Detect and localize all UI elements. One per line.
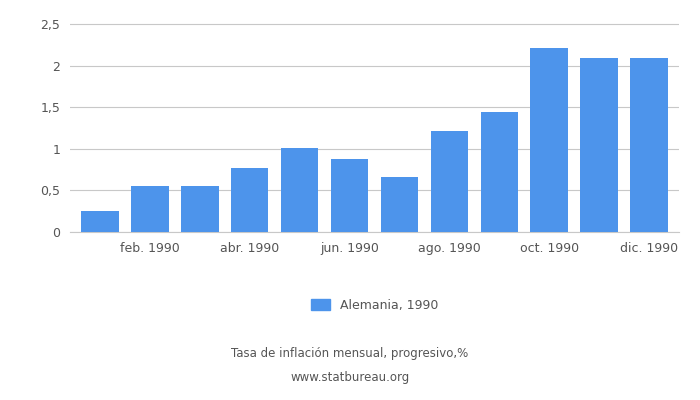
Bar [331, 159, 368, 232]
Bar [531, 48, 568, 232]
Bar [430, 131, 468, 232]
Bar [580, 58, 618, 232]
Bar [81, 211, 119, 232]
Bar [131, 186, 169, 232]
Bar [381, 177, 418, 232]
Bar [231, 168, 268, 232]
Bar [281, 148, 318, 232]
Legend: Alemania, 1990: Alemania, 1990 [311, 299, 438, 312]
Bar [481, 112, 518, 232]
Bar [630, 58, 668, 232]
Text: Tasa de inflación mensual, progresivo,%: Tasa de inflación mensual, progresivo,% [232, 348, 468, 360]
Text: www.statbureau.org: www.statbureau.org [290, 372, 410, 384]
Bar [181, 186, 218, 232]
